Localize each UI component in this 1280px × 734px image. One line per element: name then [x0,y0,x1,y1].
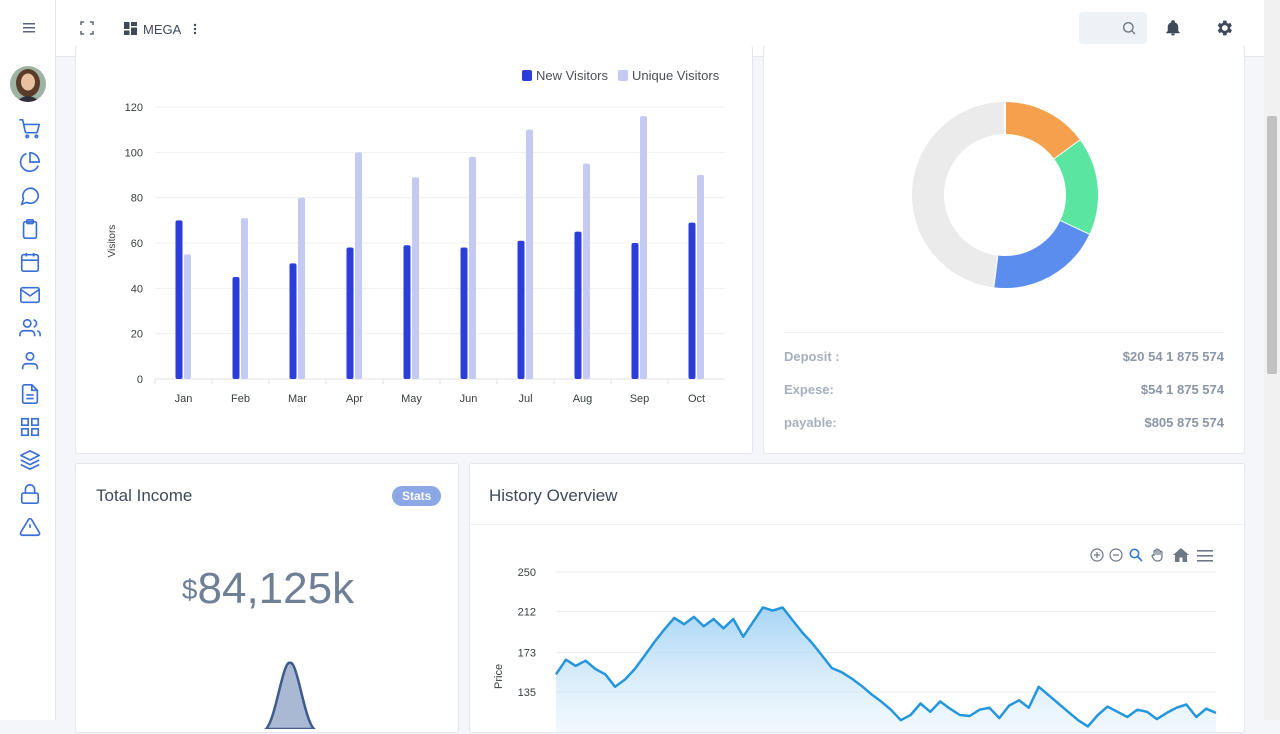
x-tick-label: Mar [288,393,307,405]
x-tick-label: Jun [460,393,478,405]
bar-unique-visitors-jun [469,157,476,379]
bar-unique-visitors-feb [241,218,248,379]
cart-icon[interactable] [18,117,42,141]
bar-unique-visitors-apr [355,152,362,379]
hamburger-menu-icon[interactable] [18,18,40,38]
x-tick-label: Jul [518,393,532,405]
bar-unique-visitors-may [412,177,419,379]
bar-new-visitors-feb [233,277,240,379]
deposit-label: Deposit : [784,349,840,364]
visitors-bar-chart: 0 20 40 60 80 100 120 Jan Feb Mar Apr May Jun Jul Aug S… [76,45,754,454]
income-value: 84,125k [198,564,355,613]
donut-slice-3 [928,118,1005,271]
payable-value: $805 875 574 [1144,415,1224,430]
expense-value: $54 1 875 574 [1141,382,1224,397]
x-tick-label: Jan [175,393,193,405]
income-currency: $ [182,574,198,605]
divider [470,524,1246,525]
total-income-card: Total Income Stats $84,125k [75,463,459,733]
donut-slice-1 [1067,150,1082,228]
divider [784,332,1224,333]
x-tick-label: Feb [231,393,250,405]
bar-new-visitors-apr [347,248,354,379]
x-tick-label: Apr [346,393,363,405]
search-icon[interactable] [1121,20,1137,36]
mail-icon[interactable] [18,283,42,307]
bar-unique-visitors-oct [697,175,704,379]
gear-icon[interactable] [1214,18,1234,38]
y-tick-label: 135 [518,687,536,699]
stats-badge[interactable]: Stats [392,486,441,506]
user-icon[interactable] [18,349,42,373]
donut-chart-card: Deposit : $20 54 1 875 574 Expese: $54 1… [763,45,1245,454]
bar-new-visitors-sep [632,243,639,379]
y-tick-label: 60 [131,238,143,250]
y-tick-label: 212 [518,607,536,619]
bar-new-visitors-may [404,245,411,379]
y-tick-label: 40 [131,283,143,295]
bar-new-visitors-oct [689,223,696,379]
y-axis-label: Visitors [107,225,118,258]
y-tick-label: 20 [131,329,143,341]
file-icon[interactable] [18,382,42,406]
donut-chart [764,45,1246,305]
avatar[interactable] [10,66,46,102]
bar-unique-visitors-sep [640,116,647,379]
bell-icon[interactable] [1164,18,1182,38]
y-tick-label: 173 [518,647,536,659]
y-tick-label: 0 [137,374,143,386]
income-sparkline [76,659,460,729]
lock-icon[interactable] [18,482,42,506]
deposit-value: $20 54 1 875 574 [1123,349,1224,364]
bar-unique-visitors-jan [184,254,191,379]
y-tick-label: 100 [125,147,143,159]
bar-unique-visitors-aug [583,164,590,379]
y-tick-label: 80 [131,193,143,205]
x-tick-label: Aug [573,393,593,405]
layers-icon[interactable] [18,448,42,472]
bar-unique-visitors-jul [526,130,533,379]
x-tick-label: Oct [688,393,705,405]
bar-new-visitors-mar [290,263,297,379]
history-title: History Overview [489,486,617,506]
scrollbar-thumb[interactable] [1267,116,1277,374]
search-input[interactable] [1079,12,1147,44]
bar-new-visitors-jul [518,241,525,379]
scrollbar[interactable] [1264,0,1280,720]
y-tick-label: 120 [125,102,143,114]
area-fill [556,608,1216,734]
dashboard-icon [124,22,137,35]
chat-icon[interactable] [18,184,42,208]
pie-chart-icon[interactable] [18,150,42,174]
x-tick-label: May [401,393,422,405]
y-tick-label: 250 [518,567,536,579]
x-tick-label: Sep [630,393,650,405]
income-amount: $84,125k [76,564,460,614]
bar-unique-visitors-mar [298,198,305,379]
grid-icon[interactable] [18,415,42,439]
clipboard-icon[interactable] [18,217,42,241]
donut-slice-2 [995,228,1074,272]
bar-new-visitors-jan [176,220,183,379]
fullscreen-icon[interactable] [80,21,94,35]
total-income-title: Total Income [96,486,192,506]
mega-menu-label[interactable]: MEGA [143,22,181,37]
donut-slice-0 [1005,118,1067,150]
sidebar [0,0,56,720]
expense-label: Expese: [784,382,834,397]
payable-label: payable: [784,415,837,430]
history-area-chart: 135 173 212 250 [470,534,1246,734]
bar-new-visitors-aug [575,232,582,379]
bar-new-visitors-jun [461,248,468,379]
more-vertical-icon[interactable] [192,22,198,36]
users-icon[interactable] [18,316,42,340]
calendar-icon[interactable] [18,250,42,274]
alert-triangle-icon[interactable] [18,515,42,539]
